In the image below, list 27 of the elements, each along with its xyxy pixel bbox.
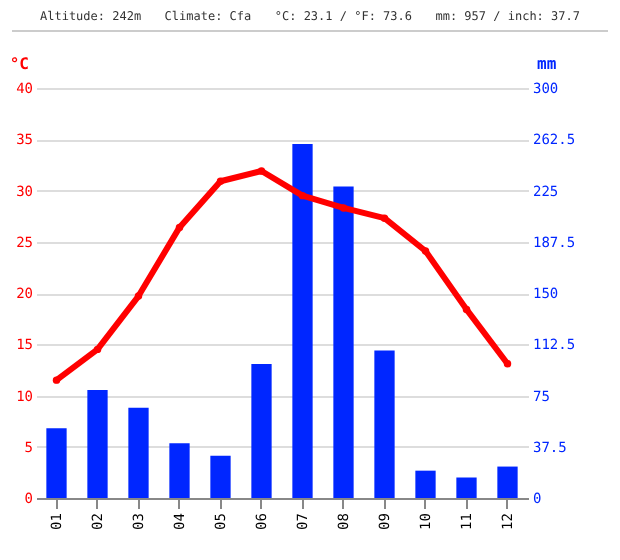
point (134, 292, 143, 300)
bar (210, 455, 231, 498)
point (503, 359, 512, 368)
bar (497, 466, 518, 498)
bar (128, 407, 149, 498)
bar (46, 428, 67, 498)
point (216, 177, 225, 186)
bar (333, 186, 354, 498)
bar (251, 364, 272, 498)
bar (456, 477, 477, 498)
point (175, 223, 184, 232)
point (421, 247, 430, 255)
line-series (52, 167, 512, 384)
point (462, 305, 471, 314)
bar (292, 144, 313, 498)
point (339, 204, 348, 212)
bar (169, 443, 190, 498)
bar (415, 470, 436, 498)
point (93, 345, 102, 354)
point (52, 376, 61, 384)
point (298, 191, 307, 200)
y2-axis-title: mm (537, 55, 557, 73)
point (257, 167, 266, 175)
bar (374, 350, 395, 498)
point (380, 214, 389, 222)
y-axis-title: °C (9, 55, 30, 73)
bar (87, 390, 108, 498)
